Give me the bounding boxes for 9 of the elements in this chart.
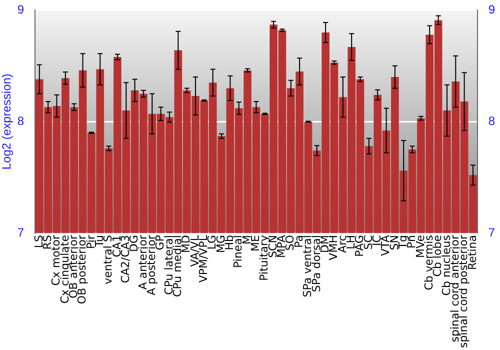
y2-tick-label: 7 <box>488 225 496 240</box>
y2-tick-label: 8 <box>488 114 496 128</box>
x-tick-label: A posterior <box>145 234 158 296</box>
x-tick-label: OB posterior <box>76 234 89 304</box>
y-axis-title: Log2 (expression) <box>0 74 14 170</box>
y-tick-label: 9 <box>17 2 24 17</box>
y-tick-label: 7 <box>17 225 24 240</box>
y-tick-label: 8 <box>17 114 24 128</box>
y2-tick-label: 9 <box>488 2 496 17</box>
